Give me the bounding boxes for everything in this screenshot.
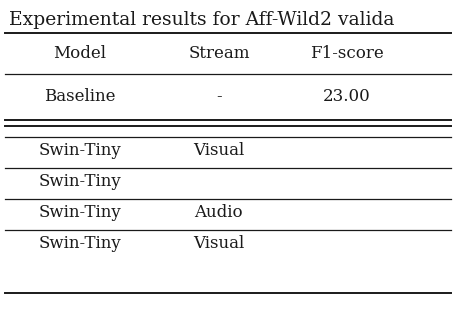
Text: -: - [216,88,221,105]
Text: Visual: Visual [193,142,244,159]
Text: Audio: Audio [194,204,243,221]
Text: Swin-Tiny: Swin-Tiny [38,235,121,252]
Text: F1-score: F1-score [309,45,383,62]
Text: Stream: Stream [188,45,249,62]
Text: Swin-Tiny: Swin-Tiny [38,142,121,159]
Text: 23.00: 23.00 [322,88,369,105]
Text: Visual: Visual [193,235,244,252]
Text: Model: Model [53,45,106,62]
Text: Swin-Tiny: Swin-Tiny [38,204,121,221]
Text: Swin-Tiny: Swin-Tiny [38,173,121,190]
Text: Experimental results for Aff-Wild2 valida: Experimental results for Aff-Wild2 valid… [9,11,394,29]
Text: Baseline: Baseline [44,88,115,105]
